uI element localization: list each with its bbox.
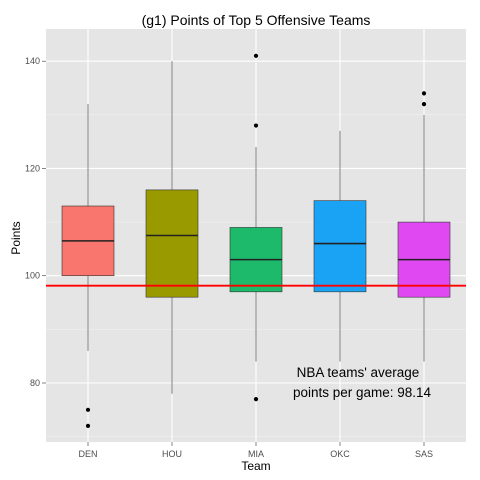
annotation-line-1: NBA teams' average: [297, 365, 420, 380]
y-tick-label: 140: [25, 56, 40, 66]
x-tick-label-hou: HOU: [162, 449, 182, 459]
outlier-point: [421, 101, 427, 107]
box-body: [313, 200, 367, 293]
outlier-point: [85, 423, 91, 429]
x-axis-title: Team: [241, 459, 270, 473]
outlier-point: [85, 407, 91, 412]
y-tick-label: 120: [25, 163, 40, 173]
x-tick-label-den: DEN: [78, 449, 97, 459]
y-tick-label: 100: [25, 271, 40, 281]
outlier-point: [421, 91, 427, 96]
x-tick-label-sas: SAS: [415, 449, 433, 459]
box-body: [145, 189, 199, 298]
y-axis-title: Points: [9, 221, 23, 254]
y-tick-label: 80: [30, 378, 40, 388]
x-tick-label-mia: MIA: [248, 449, 264, 459]
box-mia: [229, 53, 283, 402]
box-hou: [145, 61, 199, 394]
chart-title: (g1) Points of Top 5 Offensive Teams: [142, 12, 371, 28]
boxes-layer: [61, 53, 451, 429]
outlier-point: [253, 53, 259, 58]
x-axis-ticks: DEN HOU MIA OKC SAS: [78, 442, 433, 459]
outlier-point: [253, 123, 259, 128]
y-axis-ticks: 80 100 120 140: [25, 56, 46, 388]
box-den: [61, 104, 115, 429]
x-tick-label-okc: OKC: [330, 449, 350, 459]
box-sas: [397, 91, 451, 362]
box-okc: [313, 130, 367, 362]
outlier-point: [253, 396, 259, 402]
annotation-line-2: points per game: 98.14: [293, 385, 432, 400]
